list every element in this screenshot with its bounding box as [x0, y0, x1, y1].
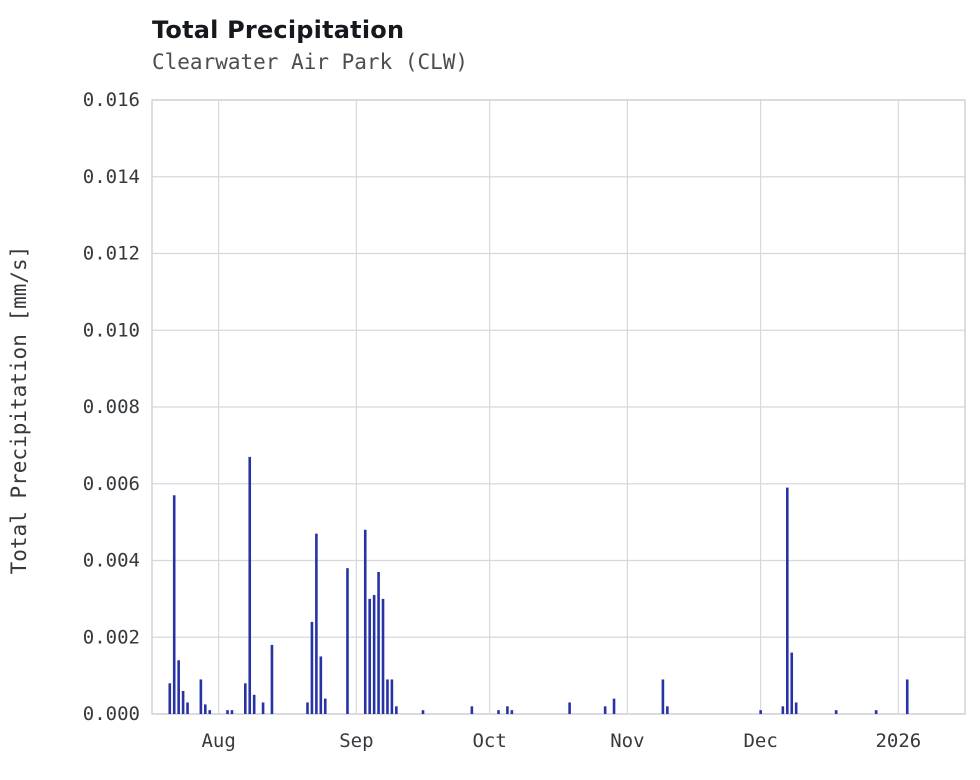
precipitation-bar	[759, 710, 762, 714]
precipitation-bar	[226, 710, 229, 714]
precipitation-bar	[177, 660, 180, 714]
precipitation-bar	[208, 710, 212, 714]
precipitation-bar	[506, 706, 509, 714]
precipitation-bar	[310, 621, 314, 714]
precipitation-bar	[781, 706, 785, 714]
precipitation-bar	[905, 679, 909, 714]
precipitation-bar	[786, 487, 789, 714]
precipitation-bar	[390, 679, 394, 714]
precipitation-bar	[230, 710, 234, 714]
x-tick-label: 2026	[875, 730, 921, 752]
precipitation-bar	[372, 595, 376, 714]
y-tick-label: 0.004	[83, 550, 140, 572]
precipitation-bar	[612, 698, 616, 714]
y-tick-label: 0.012	[83, 243, 140, 265]
precipitation-bar	[368, 598, 371, 715]
chart-title: Total Precipitation	[152, 16, 405, 44]
precipitation-bar	[421, 710, 425, 714]
precipitation-bar	[381, 598, 385, 715]
precipitation-bar	[834, 710, 838, 714]
precipitation-bar	[315, 533, 318, 714]
chart-subtitle: Clearwater Air Park (CLW)	[152, 50, 469, 74]
precipitation-bar	[497, 710, 500, 714]
y-tick-label: 0.016	[83, 89, 140, 111]
y-tick-label: 0.010	[83, 319, 140, 341]
y-tick-label: 0.008	[83, 396, 140, 418]
precipitation-bar	[346, 568, 349, 714]
precipitation-bar	[252, 694, 256, 714]
precipitation-bar	[199, 679, 203, 714]
precipitation-bar	[363, 529, 367, 714]
precipitation-bar	[470, 706, 474, 714]
precipitation-bar	[244, 683, 247, 714]
y-tick-label: 0.006	[83, 473, 140, 495]
y-tick-label: 0.002	[83, 626, 140, 648]
precipitation-bar	[790, 652, 794, 714]
x-tick-label: Dec	[743, 730, 777, 752]
precipitation-bar	[603, 706, 607, 714]
precipitation-bar	[568, 702, 571, 714]
precipitation-bar	[306, 702, 309, 714]
precipitation-bar	[874, 710, 878, 714]
x-tick-label: Aug	[201, 730, 235, 752]
x-tick-label: Oct	[472, 730, 506, 752]
precipitation-bar	[661, 679, 665, 714]
y-tick-label: 0.014	[83, 166, 140, 188]
precipitation-bar	[248, 456, 252, 714]
precipitation-bar	[510, 710, 514, 714]
precipitation-bar	[204, 704, 207, 714]
precipitation-bar	[323, 698, 327, 714]
precipitation-bar	[270, 644, 274, 714]
plot-border	[151, 99, 966, 715]
y-tick-label: 0.000	[83, 703, 140, 725]
precipitation-bar	[181, 690, 185, 714]
precipitation-bar	[168, 683, 172, 714]
precipitation-bar	[377, 572, 380, 714]
precipitation-bar	[172, 495, 176, 714]
precipitation-bar	[319, 656, 323, 714]
x-tick-label: Nov	[610, 730, 644, 752]
precipitation-bar	[666, 706, 669, 714]
precipitation-bar	[794, 702, 798, 714]
precipitation-bar	[261, 702, 265, 714]
precipitation-bar	[395, 706, 398, 714]
x-tick-label: Sep	[339, 730, 373, 752]
precipitation-bar	[386, 679, 389, 714]
precipitation-bar	[186, 702, 189, 714]
